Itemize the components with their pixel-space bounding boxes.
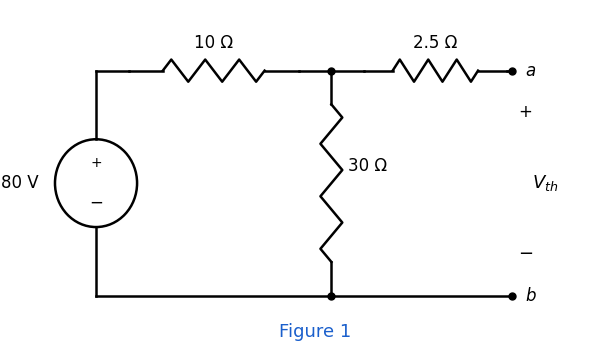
Text: $V_{th}$: $V_{th}$	[532, 173, 558, 193]
Text: 2.5 Ω: 2.5 Ω	[413, 34, 458, 52]
Text: 80 V: 80 V	[1, 174, 38, 192]
Text: +: +	[519, 103, 533, 121]
Text: −: −	[518, 245, 533, 263]
Text: 30 Ω: 30 Ω	[348, 157, 387, 175]
Text: 10 Ω: 10 Ω	[194, 34, 233, 52]
Text: b: b	[526, 287, 536, 305]
Text: a: a	[526, 62, 536, 80]
Text: +: +	[90, 156, 102, 170]
Text: Figure 1: Figure 1	[279, 323, 351, 341]
Text: −: −	[89, 194, 103, 212]
